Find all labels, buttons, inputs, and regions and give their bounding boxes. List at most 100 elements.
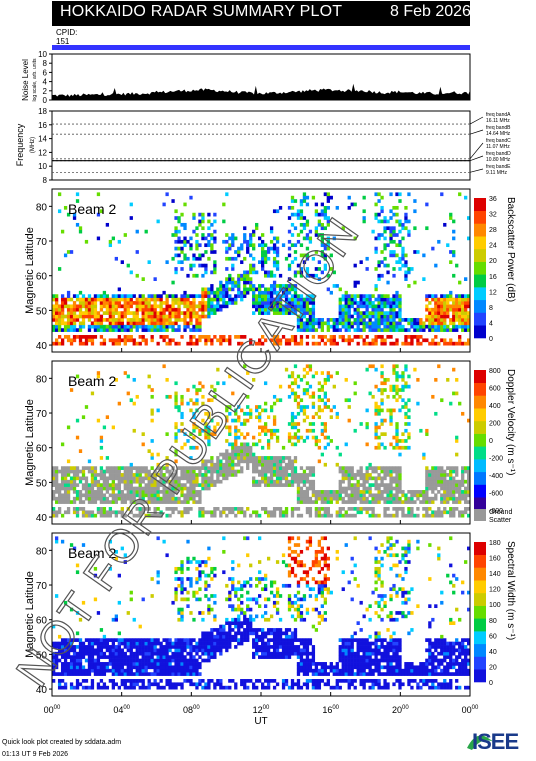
heatmap-cell xyxy=(344,338,348,343)
heatmap-cell xyxy=(422,513,426,518)
heatmap-cell xyxy=(425,428,429,433)
heatmap-cell xyxy=(452,391,456,396)
heatmap-cell xyxy=(293,466,298,470)
heatmap-cell xyxy=(183,473,187,477)
heatmap-cell xyxy=(272,483,277,487)
heatmap-cell xyxy=(228,604,232,609)
heatmap-cell xyxy=(305,388,310,392)
heatmap-cell xyxy=(374,236,378,241)
heatmap-cell xyxy=(290,513,295,518)
heatmap-cell xyxy=(228,297,232,302)
heatmap-cell xyxy=(186,297,190,302)
heatmap-cell xyxy=(380,479,384,484)
heatmap-cell xyxy=(90,493,95,498)
heatmap-cell xyxy=(87,638,92,642)
heatmap-cell xyxy=(237,456,241,460)
heatmap-cell xyxy=(135,486,139,491)
heatmap-cell xyxy=(54,658,59,663)
heatmap-cell xyxy=(60,307,65,312)
heatmap-cell xyxy=(374,466,378,470)
heatmap-cell xyxy=(132,466,136,470)
heatmap-cell xyxy=(296,374,301,379)
heatmap-cell xyxy=(66,672,71,676)
heatmap-cell xyxy=(72,638,77,642)
heatmap-cell xyxy=(261,284,265,288)
heatmap-cell xyxy=(183,510,187,515)
heatmap-cell xyxy=(195,580,199,585)
heatmap-cell xyxy=(243,510,247,515)
heatmap-cell xyxy=(302,473,307,477)
heatmap-cell xyxy=(204,267,208,271)
heatmap-cell xyxy=(261,473,265,477)
heatmap-cell xyxy=(461,466,465,470)
heatmap-cell xyxy=(413,490,417,494)
heatmap-cell xyxy=(153,672,157,676)
heatmap-cell xyxy=(392,253,396,258)
heatmap-cell xyxy=(398,229,402,234)
heatmap-cell xyxy=(177,246,181,251)
heatmap-cell xyxy=(296,384,301,389)
heatmap-cell xyxy=(219,284,223,288)
heatmap-cell xyxy=(69,311,74,315)
heatmap-cell xyxy=(132,493,136,498)
heatmap-cell xyxy=(141,500,145,504)
heatmap-cell xyxy=(78,321,83,326)
heatmap-cell xyxy=(144,318,148,322)
heatmap-cell xyxy=(87,307,92,312)
heatmap-cell xyxy=(72,479,77,484)
heatmap-cell xyxy=(162,645,166,649)
heatmap-cell xyxy=(129,324,133,329)
heatmap-cell xyxy=(174,422,178,426)
heatmap-cell xyxy=(117,665,121,670)
heatmap-cell xyxy=(174,381,178,386)
heatmap-cell xyxy=(111,304,115,309)
heatmap-cell xyxy=(105,307,110,312)
heatmap-cell xyxy=(165,513,169,518)
heatmap-cell xyxy=(377,486,381,491)
heatmap-cell xyxy=(228,631,232,636)
heatmap-cell xyxy=(428,513,432,518)
heatmap-cell xyxy=(171,665,175,670)
heatmap-cell xyxy=(105,318,110,322)
heatmap-cell xyxy=(141,486,145,491)
heatmap-cell xyxy=(261,290,265,295)
heatmap-cell xyxy=(144,648,148,653)
heatmap-cell xyxy=(204,466,208,470)
heatmap-cell xyxy=(246,273,250,278)
heatmap-cell xyxy=(189,432,193,437)
heatmap-cell xyxy=(93,651,98,656)
heatmap-cell xyxy=(135,507,139,511)
heatmap-cell xyxy=(296,479,301,484)
heatmap-cell xyxy=(192,617,196,622)
heatmap-cell xyxy=(174,577,178,581)
heatmap-cell xyxy=(123,641,127,646)
heatmap-cell xyxy=(234,294,238,298)
heatmap-cell xyxy=(266,250,271,254)
heatmap-cell xyxy=(222,685,226,690)
heatmap-cell xyxy=(147,665,151,670)
heatmap-cell xyxy=(66,486,71,491)
heatmap-cell xyxy=(284,483,289,487)
heatmap-cell xyxy=(455,294,459,298)
heatmap-cell xyxy=(171,307,175,312)
heatmap-cell xyxy=(57,500,62,504)
heatmap-cell xyxy=(147,328,151,332)
heatmap-cell xyxy=(452,236,456,241)
heatmap-cell xyxy=(162,658,166,663)
heatmap-cell xyxy=(207,287,211,292)
heatmap-cell xyxy=(263,250,268,254)
heatmap-cell xyxy=(237,428,241,433)
heatmap-cell xyxy=(183,665,187,670)
heatmap-cell xyxy=(192,638,196,642)
heatmap-cell xyxy=(135,665,139,670)
heatmap-cell xyxy=(284,634,289,639)
heatmap-cell xyxy=(219,341,223,346)
heatmap-cell xyxy=(305,476,310,481)
heatmap-cell xyxy=(252,270,256,275)
heatmap-cell xyxy=(458,335,462,339)
heatmap-cell xyxy=(266,273,271,278)
heatmap-cell xyxy=(290,287,295,292)
heatmap-cell xyxy=(269,466,274,470)
heatmap-cell xyxy=(362,338,366,343)
heatmap-cell xyxy=(308,384,313,389)
